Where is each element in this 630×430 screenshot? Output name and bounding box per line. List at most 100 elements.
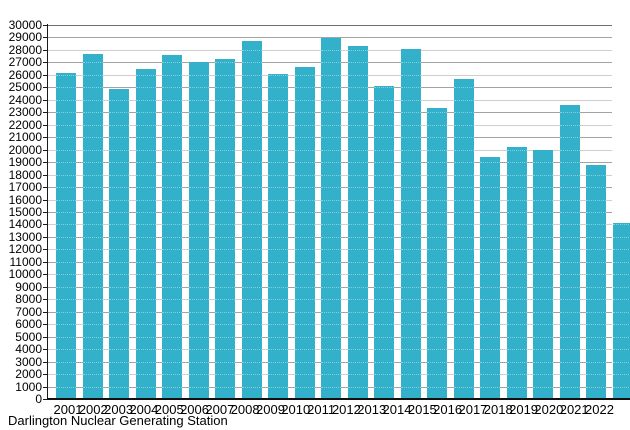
bar-grid-dots — [480, 162, 500, 164]
bar-grid-dots — [586, 174, 606, 176]
y-axis-tick-28000 — [43, 49, 48, 51]
bar-grid-dots — [188, 162, 209, 164]
bar-grid-dots — [400, 74, 421, 76]
bar-grid-dots — [268, 299, 288, 301]
bar-grid-dots — [215, 87, 235, 89]
bar-grid-dots — [347, 274, 368, 276]
x-axis-label-2004: 2004 — [129, 402, 159, 417]
x-axis-label-2009: 2009 — [256, 402, 285, 417]
bar-grid-dots — [188, 261, 209, 263]
bar-grid-dots — [427, 299, 447, 301]
bar-grid-dots — [374, 87, 394, 89]
bar-grid-dots — [82, 336, 103, 338]
bar-grid-dots — [56, 149, 76, 151]
bar-grid-dots — [241, 137, 262, 139]
bar-grid-dots — [268, 374, 288, 376]
bar-grid-dots — [241, 199, 262, 201]
bar-grid-dots — [268, 199, 288, 201]
bar-grid-dots — [400, 112, 421, 114]
bar-grid-dots — [453, 386, 474, 388]
bar-grid-dots — [374, 99, 394, 101]
bar-grid-dots — [294, 174, 315, 176]
bar-grid-dots — [162, 299, 182, 301]
bar-2017 — [480, 156, 500, 399]
bar-grid-dots — [82, 286, 103, 288]
bar-grid-dots — [400, 199, 421, 201]
bar-grid-dots — [400, 87, 421, 89]
bar-grid-dots — [135, 224, 156, 226]
bar-grid-dots — [294, 261, 315, 263]
y-axis-label-26000: 26000 — [8, 67, 42, 82]
bar-grid-dots — [321, 299, 341, 301]
bar-grid-dots — [559, 162, 580, 164]
bar-2011 — [321, 38, 341, 399]
y-axis-label-4000: 4000 — [15, 342, 42, 357]
bar-grid-dots — [241, 249, 262, 251]
bar-grid-dots — [533, 249, 553, 251]
bar-grid-dots — [294, 249, 315, 251]
bar-grid-dots — [56, 261, 76, 263]
bar-grid-dots — [427, 224, 447, 226]
bar-grid-dots — [506, 274, 527, 276]
bar-grid-dots — [241, 149, 262, 151]
bar-grid-dots — [612, 249, 630, 251]
bar-grid-dots — [559, 124, 580, 126]
y-axis-label-15000: 15000 — [8, 205, 42, 219]
y-axis-label-16000: 16000 — [8, 192, 42, 207]
x-axis-label-2011: 2011 — [307, 402, 336, 417]
bar-grid-dots — [188, 87, 209, 89]
bar-grid-dots — [400, 124, 421, 126]
bar-grid-dots — [268, 162, 288, 164]
bar-grid-dots — [188, 224, 209, 226]
bar-2008 — [241, 40, 262, 399]
bar-grid-dots — [374, 112, 394, 114]
bar-grid-dots — [56, 361, 76, 363]
bar-grid-dots — [586, 286, 606, 288]
bar-grid-dots — [268, 311, 288, 313]
bar-grid-dots — [586, 274, 606, 276]
bar-grid-dots — [188, 74, 209, 76]
y-axis-label-21000: 21000 — [8, 130, 42, 145]
bar-grid-dots — [400, 211, 421, 213]
bar-grid-dots — [215, 261, 235, 263]
bar-grid-dots — [109, 236, 129, 238]
bar-grid-dots — [215, 62, 235, 64]
bar-grid-dots — [294, 112, 315, 114]
y-axis-tick-21000 — [43, 137, 48, 139]
bar-grid-dots — [162, 361, 182, 363]
bar-grid-dots — [453, 261, 474, 263]
bar-grid-dots — [586, 299, 606, 301]
bar-grid-dots — [82, 211, 103, 213]
bar-grid-dots — [480, 199, 500, 201]
bar-grid-dots — [56, 236, 76, 238]
bar-2013 — [374, 86, 394, 399]
bar-grid-dots — [533, 286, 553, 288]
bar-grid-dots — [82, 324, 103, 326]
bar-grid-dots — [400, 99, 421, 101]
bar-grid-dots — [162, 386, 182, 388]
bar-grid-dots — [559, 211, 580, 213]
bar-grid-dots — [533, 361, 553, 363]
bar-grid-dots — [347, 324, 368, 326]
bar-grid-dots — [427, 162, 447, 164]
bar-grid-dots — [374, 124, 394, 126]
bar-grid-dots — [268, 211, 288, 213]
y-axis-label-25000: 25000 — [8, 80, 42, 95]
bar-grid-dots — [321, 374, 341, 376]
bar-grid-dots — [294, 162, 315, 164]
bar-grid-dots — [294, 336, 315, 338]
bar-grid-dots — [347, 361, 368, 363]
bar-grid-dots — [453, 99, 474, 101]
bar-grid-dots — [453, 361, 474, 363]
bar-grid-dots — [188, 199, 209, 201]
bar-grid-dots — [82, 361, 103, 363]
bar-grid-dots — [586, 349, 606, 351]
bar-grid-dots — [294, 224, 315, 226]
bar-grid-dots — [56, 162, 76, 164]
y-axis-label-9000: 9000 — [15, 279, 42, 294]
bar-grid-dots — [612, 374, 630, 376]
bar-grid-dots — [162, 99, 182, 101]
y-axis-tick-30000 — [43, 25, 48, 26]
bar-grid-dots — [162, 286, 182, 288]
y-axis-label-12000: 12000 — [8, 242, 42, 257]
